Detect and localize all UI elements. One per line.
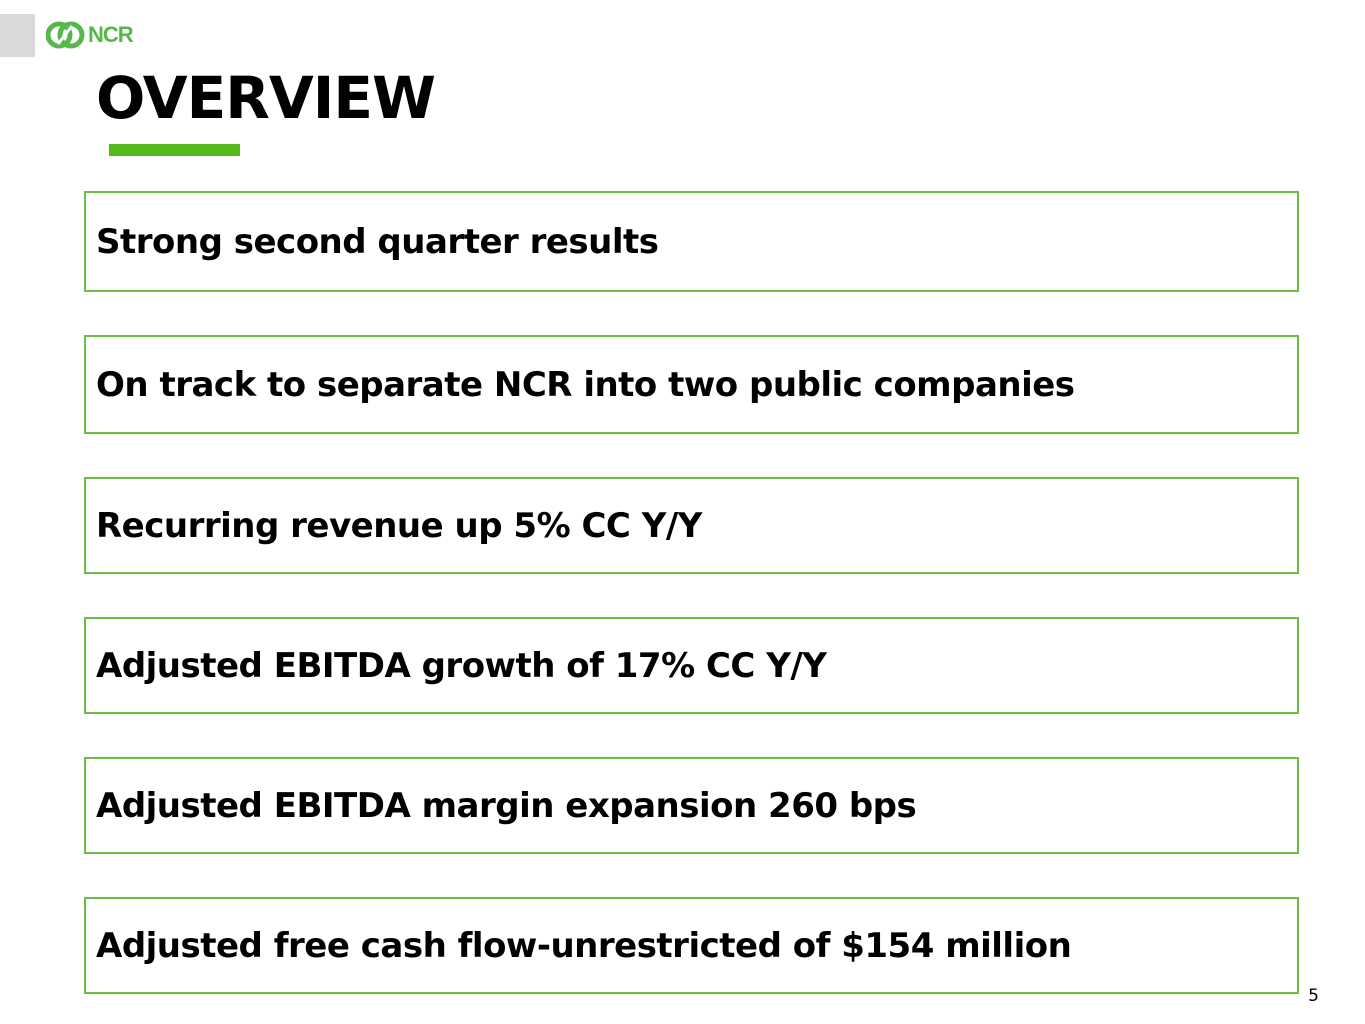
ncr-logo: NCR <box>46 18 134 52</box>
bullet-box-2: On track to separate NCR into two public… <box>84 335 1299 434</box>
bullet-box-6: Adjusted free cash flow-unrestricted of … <box>84 897 1299 994</box>
corner-tab <box>0 14 35 57</box>
bullet-box-3: Recurring revenue up 5% CC Y/Y <box>84 477 1299 574</box>
bullet-text-1: Strong second quarter results <box>96 221 659 262</box>
bullet-text-3: Recurring revenue up 5% CC Y/Y <box>96 505 702 546</box>
bullet-box-1: Strong second quarter results <box>84 191 1299 292</box>
page-title: OVERVIEW <box>96 64 436 132</box>
bullet-text-4: Adjusted EBITDA growth of 17% CC Y/Y <box>96 645 827 686</box>
logo-text: NCR <box>88 22 134 47</box>
bullet-box-5: Adjusted EBITDA margin expansion 260 bps <box>84 757 1299 854</box>
page-number: 5 <box>1308 986 1319 1006</box>
bullet-text-6: Adjusted free cash flow-unrestricted of … <box>96 925 1072 966</box>
bullet-text-5: Adjusted EBITDA margin expansion 260 bps <box>96 785 917 826</box>
bullet-box-4: Adjusted EBITDA growth of 17% CC Y/Y <box>84 617 1299 714</box>
ncr-logo-icon <box>46 21 85 49</box>
bullet-text-2: On track to separate NCR into two public… <box>96 364 1075 405</box>
title-underline <box>109 144 240 156</box>
